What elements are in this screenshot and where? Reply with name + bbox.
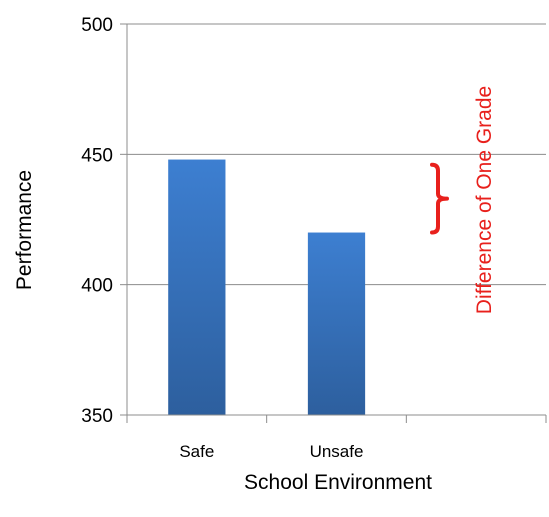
y-tick-label: 500: [81, 15, 113, 36]
tick-labels: 350 400 450 500 Safe Unsafe: [81, 15, 363, 461]
x-axis-title: School Environment: [244, 471, 432, 494]
x-tick-label: Safe: [179, 442, 214, 461]
y-tick-label: 450: [81, 145, 113, 166]
y-tick-label: 350: [81, 406, 113, 427]
y-axis-title: Performance: [13, 170, 36, 290]
bar-safe: [168, 159, 226, 415]
bar-unsafe: [307, 232, 366, 415]
annotation: Difference of One Grade: [430, 86, 496, 314]
bars: [168, 159, 366, 415]
x-tick-label: Unsafe: [310, 442, 364, 461]
annotation-label: Difference of One Grade: [473, 86, 496, 314]
annotation-brace: [430, 162, 449, 235]
axes: [120, 23, 547, 423]
y-tick-label: 400: [81, 276, 113, 297]
